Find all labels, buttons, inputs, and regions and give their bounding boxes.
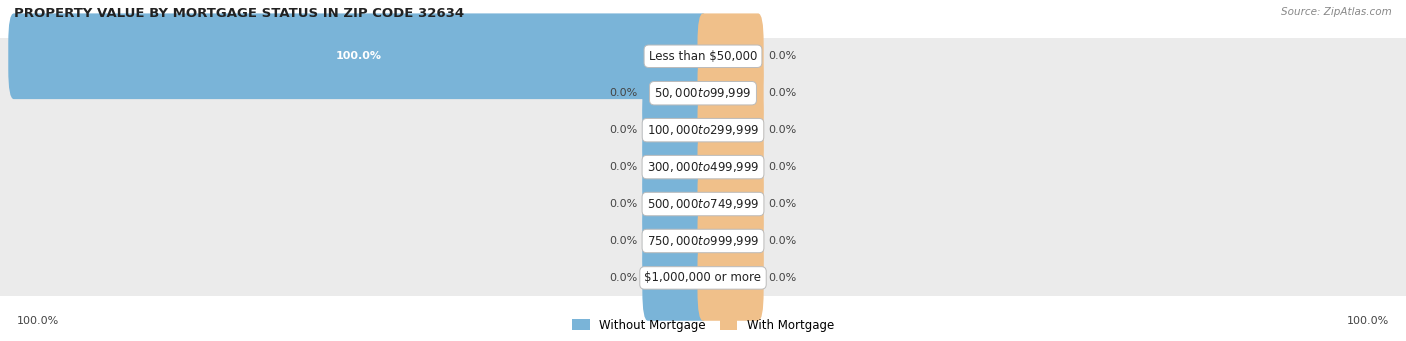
Text: 0.0%: 0.0% xyxy=(609,88,637,98)
Text: $100,000 to $299,999: $100,000 to $299,999 xyxy=(647,123,759,137)
Legend: Without Mortgage, With Mortgage: Without Mortgage, With Mortgage xyxy=(572,319,834,332)
Text: 0.0%: 0.0% xyxy=(769,162,797,172)
FancyBboxPatch shape xyxy=(697,235,763,321)
Text: $50,000 to $99,999: $50,000 to $99,999 xyxy=(654,86,752,100)
FancyBboxPatch shape xyxy=(643,235,709,321)
FancyBboxPatch shape xyxy=(643,161,709,247)
Bar xyxy=(0,38,1406,75)
Bar xyxy=(0,186,1406,222)
FancyBboxPatch shape xyxy=(697,161,763,247)
FancyBboxPatch shape xyxy=(643,50,709,136)
FancyBboxPatch shape xyxy=(643,124,709,210)
Text: 0.0%: 0.0% xyxy=(609,125,637,135)
Bar xyxy=(0,149,1406,186)
Bar xyxy=(0,112,1406,149)
FancyBboxPatch shape xyxy=(643,198,709,284)
FancyBboxPatch shape xyxy=(697,124,763,210)
Text: 0.0%: 0.0% xyxy=(769,273,797,283)
Text: 0.0%: 0.0% xyxy=(769,125,797,135)
Text: 100.0%: 100.0% xyxy=(1347,315,1389,326)
Text: 0.0%: 0.0% xyxy=(609,236,637,246)
Text: Source: ZipAtlas.com: Source: ZipAtlas.com xyxy=(1281,7,1392,17)
FancyBboxPatch shape xyxy=(697,13,763,99)
Text: PROPERTY VALUE BY MORTGAGE STATUS IN ZIP CODE 32634: PROPERTY VALUE BY MORTGAGE STATUS IN ZIP… xyxy=(14,7,464,20)
Text: 0.0%: 0.0% xyxy=(609,162,637,172)
Text: $300,000 to $499,999: $300,000 to $499,999 xyxy=(647,160,759,174)
Bar xyxy=(0,222,1406,260)
Bar xyxy=(0,260,1406,296)
Text: $500,000 to $749,999: $500,000 to $749,999 xyxy=(647,197,759,211)
FancyBboxPatch shape xyxy=(697,198,763,284)
Text: 100.0%: 100.0% xyxy=(17,315,59,326)
Text: 0.0%: 0.0% xyxy=(609,199,637,209)
FancyBboxPatch shape xyxy=(643,87,709,173)
Text: 0.0%: 0.0% xyxy=(769,236,797,246)
FancyBboxPatch shape xyxy=(697,87,763,173)
Text: 0.0%: 0.0% xyxy=(769,51,797,61)
FancyBboxPatch shape xyxy=(697,50,763,136)
Text: $1,000,000 or more: $1,000,000 or more xyxy=(644,271,762,284)
Text: 0.0%: 0.0% xyxy=(769,199,797,209)
FancyBboxPatch shape xyxy=(8,13,709,99)
Text: $750,000 to $999,999: $750,000 to $999,999 xyxy=(647,234,759,248)
Text: Less than $50,000: Less than $50,000 xyxy=(648,50,758,63)
Text: 0.0%: 0.0% xyxy=(609,273,637,283)
Bar xyxy=(0,75,1406,112)
Text: 100.0%: 100.0% xyxy=(336,51,381,61)
Text: 0.0%: 0.0% xyxy=(769,88,797,98)
